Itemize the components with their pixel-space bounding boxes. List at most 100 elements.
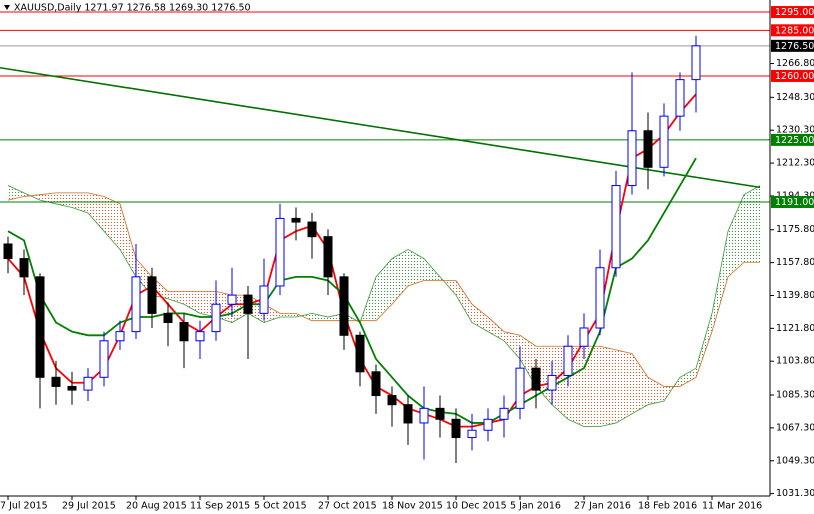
candle-body (547, 374, 557, 391)
cloud-segment (696, 313, 712, 378)
x-tick-label: 27 Jan 2016 (574, 501, 631, 512)
level-label: 1225.00 (775, 135, 814, 146)
cloud-segment (104, 196, 120, 250)
y-tick-label: 1266.80 (776, 58, 814, 69)
candle-body (675, 79, 685, 117)
candle-body (3, 243, 13, 260)
x-tick-label: 11 Mar 2016 (702, 501, 762, 512)
candle-body (323, 236, 333, 278)
cloud-segment (280, 313, 296, 318)
indicator-line (7, 157, 697, 424)
cloud-segment (296, 313, 312, 321)
y-tick-label: 1103.80 (776, 356, 814, 367)
cloud-segment (680, 368, 696, 387)
span-b-line (7, 192, 760, 387)
candle-body (611, 185, 621, 269)
x-tick-label: 18 Nov 2015 (382, 501, 443, 512)
cloud-segment (8, 185, 24, 201)
cloud-segment (472, 304, 488, 332)
chart-title: XAUUSD,Daily 1271.97 1276.58 1269.30 127… (14, 3, 251, 14)
x-tick-label: 18 Feb 2016 (638, 501, 697, 512)
cloud-segment (712, 231, 728, 332)
candle-body (115, 331, 125, 342)
cloud-segment (184, 291, 200, 314)
candle-body (307, 221, 317, 238)
level-label: 1276.50 (775, 41, 814, 52)
menu-triangle[interactable] (4, 5, 10, 10)
cloud-segment (56, 192, 72, 208)
candle-body (227, 294, 237, 305)
y-tick-label: 1248.30 (776, 92, 814, 103)
level-label: 1285.00 (775, 25, 814, 36)
cloud-segment (728, 194, 744, 277)
candle-body (435, 407, 445, 420)
cloud-segment (408, 249, 424, 286)
span-a-line (7, 185, 761, 428)
cloud-segment (120, 203, 136, 277)
cloud-segment (168, 291, 184, 305)
y-tick-label: 1139.80 (776, 290, 814, 301)
y-tick-label: 1157.80 (776, 257, 814, 268)
candle-body (83, 376, 93, 391)
candle-body (371, 371, 381, 397)
candle-body (179, 322, 189, 342)
cloud-segment (392, 249, 408, 305)
level-label: 1295.00 (775, 7, 814, 18)
candle-body (483, 418, 493, 431)
candle-body (691, 45, 701, 81)
cloud-segment (424, 258, 440, 281)
candle-body (387, 395, 397, 406)
level-label: 1260.00 (775, 71, 814, 82)
candle-body (51, 376, 61, 387)
y-tick-label: 1049.30 (776, 455, 814, 466)
candle-body (163, 312, 173, 324)
candle-body (195, 331, 205, 342)
y-tick-label: 1067.30 (776, 422, 814, 433)
candle-body (403, 404, 413, 424)
x-tick-label: 10 Dec 2015 (446, 501, 507, 512)
cloud-segment (744, 185, 760, 263)
cloud-segment (616, 349, 632, 423)
candle-body (659, 115, 669, 168)
x-tick-label: 5 Jan 2016 (510, 501, 561, 512)
candle-body (579, 327, 589, 347)
y-tick-label: 1031.30 (776, 488, 814, 499)
cloud-segment (632, 353, 648, 414)
candle-body (67, 385, 77, 391)
cloud-segment (72, 192, 88, 213)
candle-body (515, 367, 525, 409)
level-box (771, 39, 814, 52)
candle-body (451, 418, 461, 439)
axes: 7 Jul 2015 29 Jul 2015 20 Aug 2015 11 Sep 2… (0, 6, 814, 512)
plot-area (0, 11, 770, 464)
cloud-segment (376, 258, 392, 321)
candle-body (595, 267, 605, 329)
x-tick-label: 11 Sep 2015 (190, 501, 250, 512)
candle-body (211, 303, 221, 333)
y-tick-label: 1212.30 (776, 158, 814, 169)
candle-body (35, 276, 45, 378)
x-tick-label: 5 Oct 2015 (254, 501, 307, 512)
level-box (771, 24, 814, 37)
cloud-segment (488, 317, 504, 341)
cloud-segment (456, 280, 472, 323)
candle-body (627, 130, 637, 187)
cloud-segment (600, 346, 616, 427)
level-label: 1191.00 (775, 197, 814, 208)
level-box (771, 195, 814, 208)
candle-body (563, 345, 573, 376)
candle-body (131, 276, 141, 333)
cloud-segment (648, 377, 664, 405)
x-tick-label: 7 Jul 2015 (0, 501, 48, 512)
candle-body (419, 407, 429, 424)
y-tick-label: 1175.80 (776, 224, 814, 235)
level-box (771, 69, 814, 82)
level-box (771, 133, 814, 146)
y-tick-label: 1230.30 (776, 125, 814, 136)
candle-body (259, 285, 269, 314)
candle-body (643, 130, 653, 168)
candle-body (275, 217, 285, 287)
cloud-segment (504, 331, 520, 360)
candle-body (19, 258, 29, 278)
